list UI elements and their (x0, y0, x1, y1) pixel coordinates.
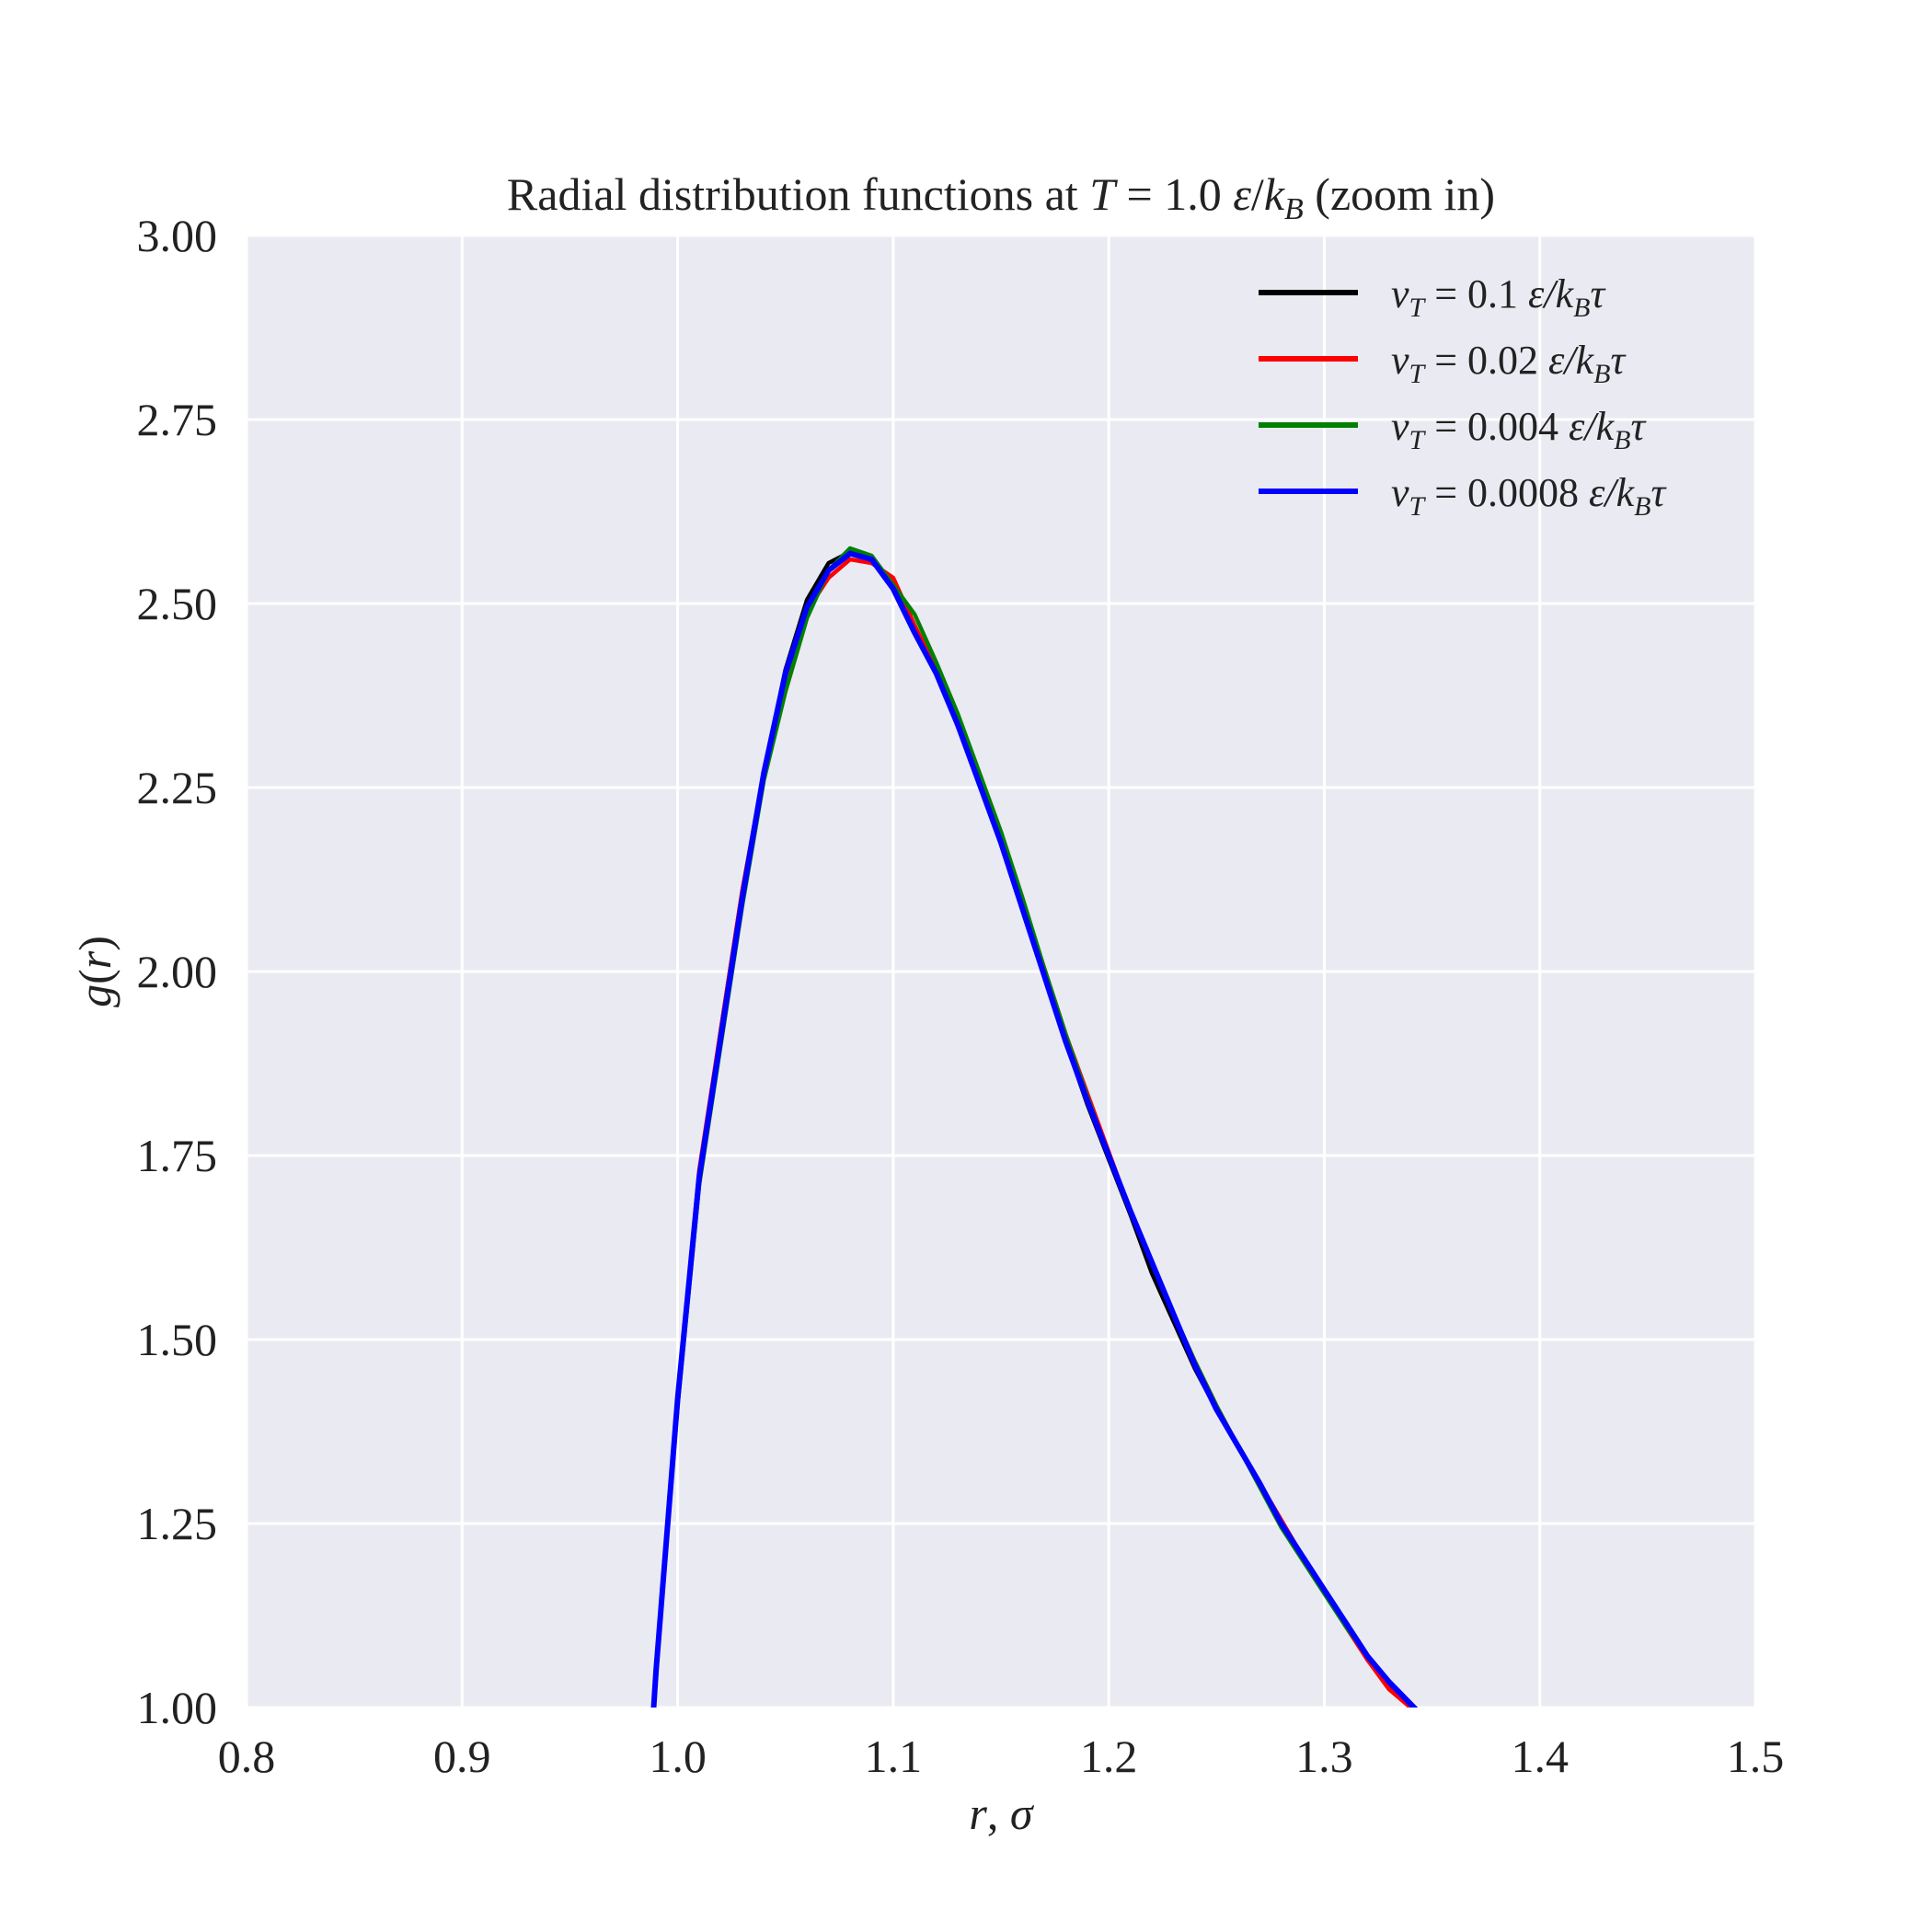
x-axis-var: r (969, 1788, 987, 1839)
x-axis-sep: , (987, 1788, 1010, 1839)
title-unit-k: k (1264, 168, 1285, 220)
title-prefix: Radial distribution functions at (507, 168, 1089, 220)
x-tick-label: 0.8 (218, 1731, 276, 1782)
x-tick-label: 1.2 (1080, 1731, 1138, 1782)
x-axis-label: r, σ (969, 1788, 1034, 1839)
legend-label-3: vT = 0.0008 ε/kBτ (1391, 470, 1667, 522)
legend: vT = 0.1 ε/kBτ vT = 0.02 ε/kBτ vT = 0.004 … (1259, 271, 1667, 522)
x-axis-unit: σ (1010, 1788, 1035, 1839)
title-unit-sub: B (1284, 192, 1304, 226)
y-tick-label: 1.25 (137, 1498, 218, 1549)
title-var: T (1089, 168, 1118, 220)
x-tick-label: 1.3 (1295, 1731, 1353, 1782)
title-value: 1.0 (1164, 168, 1233, 220)
title-equals: = (1115, 168, 1164, 220)
legend-label-0: vT = 0.1 ε/kBτ (1391, 271, 1606, 323)
x-tick-label: 0.9 (433, 1731, 491, 1782)
series-line-3 (650, 550, 1419, 1708)
y-tick-label: 1.50 (137, 1314, 218, 1365)
y-axis-label: g(r) (69, 936, 121, 1007)
title-unit-eps: ε (1233, 168, 1251, 220)
y-tick-label: 1.75 (137, 1130, 218, 1181)
y-axis-open: ( (69, 969, 121, 984)
y-tick-label: 2.00 (137, 946, 218, 997)
y-tick-label: 1.00 (137, 1682, 218, 1733)
y-axis-var: g (69, 984, 121, 1007)
y-tick-labels: 1.00 1.25 1.50 1.75 2.00 2.25 2.50 2.75 3.00 (137, 210, 218, 1733)
title-suffix: (zoom in) (1304, 168, 1495, 220)
grid (245, 234, 1757, 1709)
x-tick-label: 1.5 (1727, 1731, 1785, 1782)
legend-label-2: vT = 0.004 ε/kBτ (1391, 404, 1647, 455)
x-tick-label: 1.4 (1511, 1731, 1569, 1782)
series-layer (650, 546, 1419, 1708)
y-axis-close: ) (69, 936, 121, 951)
y-tick-label: 2.25 (137, 762, 218, 813)
legend-label-1: vT = 0.02 ε/kBτ (1391, 338, 1627, 389)
y-tick-label: 2.50 (137, 578, 218, 629)
x-tick-labels: 0.8 0.9 1.0 1.1 1.2 1.3 1.4 1.5 (218, 1731, 1785, 1782)
x-tick-label: 1.1 (865, 1731, 923, 1782)
title-unit-slash: / (1251, 168, 1264, 220)
y-axis-arg: r (69, 950, 121, 969)
chart-title: Radial distribution functions at T = 1.0… (507, 168, 1495, 226)
y-tick-label: 2.75 (137, 394, 218, 445)
y-tick-label: 3.00 (137, 210, 218, 261)
x-tick-label: 1.0 (649, 1731, 707, 1782)
